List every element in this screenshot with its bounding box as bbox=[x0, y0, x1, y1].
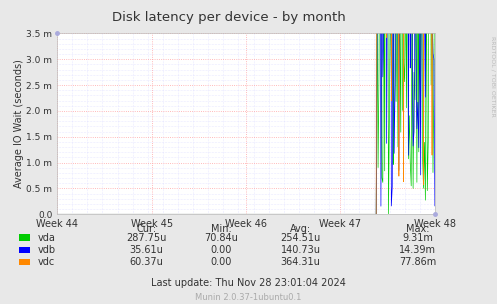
Text: 140.73u: 140.73u bbox=[281, 245, 321, 255]
Text: vdc: vdc bbox=[37, 257, 55, 267]
Text: Avg:: Avg: bbox=[290, 224, 311, 234]
Text: Munin 2.0.37-1ubuntu0.1: Munin 2.0.37-1ubuntu0.1 bbox=[195, 293, 302, 302]
Text: Last update: Thu Nov 28 23:01:04 2024: Last update: Thu Nov 28 23:01:04 2024 bbox=[151, 278, 346, 288]
Text: Disk latency per device - by month: Disk latency per device - by month bbox=[112, 11, 345, 24]
Text: 254.51u: 254.51u bbox=[281, 233, 321, 243]
Text: 14.39m: 14.39m bbox=[399, 245, 436, 255]
Text: 0.00: 0.00 bbox=[210, 257, 232, 267]
Text: 0.00: 0.00 bbox=[210, 245, 232, 255]
Text: 77.86m: 77.86m bbox=[399, 257, 436, 267]
Text: 364.31u: 364.31u bbox=[281, 257, 321, 267]
Text: Max:: Max: bbox=[406, 224, 429, 234]
Text: vda: vda bbox=[37, 233, 55, 243]
Y-axis label: Average IO Wait (seconds): Average IO Wait (seconds) bbox=[13, 60, 23, 188]
Text: 70.84u: 70.84u bbox=[204, 233, 238, 243]
Text: Min:: Min: bbox=[211, 224, 232, 234]
Text: vdb: vdb bbox=[37, 245, 55, 255]
Text: Cur:: Cur: bbox=[137, 224, 157, 234]
Text: 60.37u: 60.37u bbox=[130, 257, 164, 267]
Text: 287.75u: 287.75u bbox=[126, 233, 167, 243]
Text: 9.31m: 9.31m bbox=[402, 233, 433, 243]
Text: 35.61u: 35.61u bbox=[130, 245, 164, 255]
Text: RRDTOOL / TOBI OETIKER: RRDTOOL / TOBI OETIKER bbox=[491, 36, 496, 117]
